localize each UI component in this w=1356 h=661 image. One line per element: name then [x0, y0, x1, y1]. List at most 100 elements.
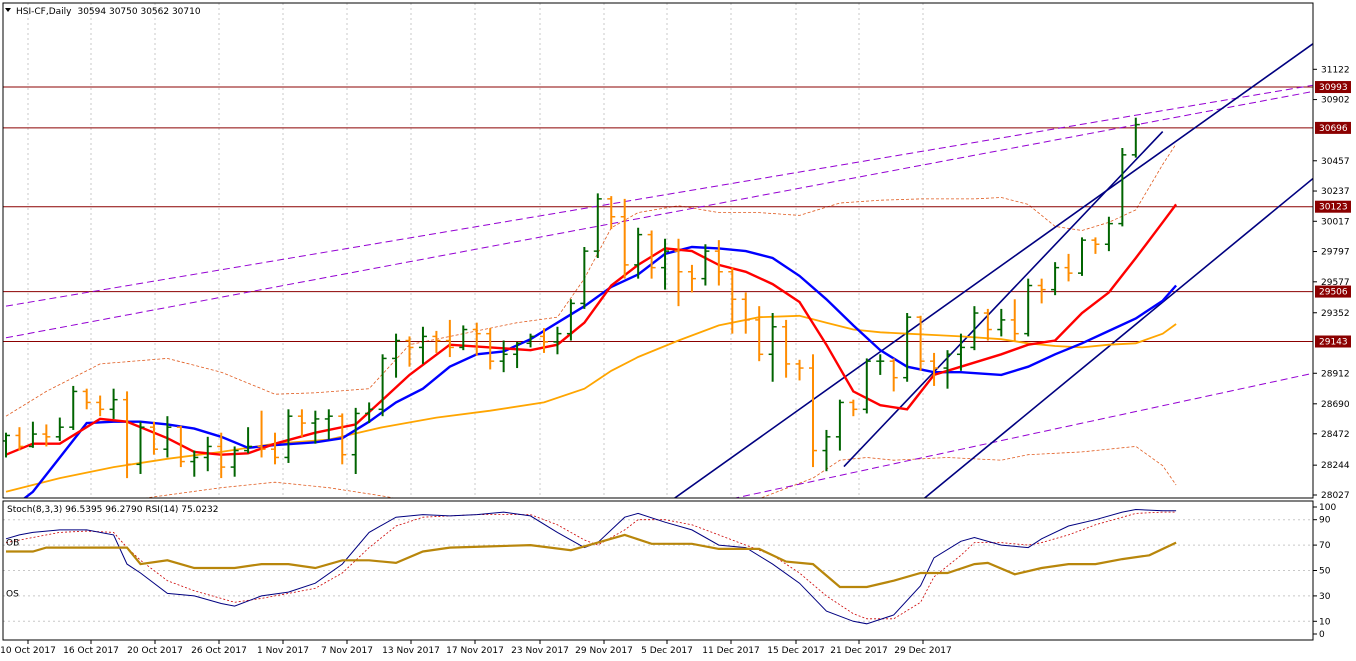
x-tick-label: 10 Oct 2017 — [0, 646, 56, 656]
ohlc-bar — [271, 432, 279, 465]
ohlc-bar — [983, 308, 992, 341]
ohlc-bar — [1078, 237, 1086, 276]
stoch-signal-line — [5, 511, 1177, 620]
ohlc-bar — [876, 354, 885, 375]
ohlc-bar — [472, 322, 481, 356]
indicator-y-tick-label: 10 — [1319, 617, 1331, 627]
ohlc-bar — [405, 336, 414, 367]
ohlc-bar — [862, 358, 871, 414]
ohlc-bar — [782, 319, 791, 378]
indicator-y-tick-label: 100 — [1319, 503, 1336, 513]
level-tag — [1315, 285, 1351, 298]
ohlc-bar — [123, 391, 132, 479]
x-tick-label: 11 Dec 2017 — [702, 646, 760, 656]
horizontal-levels — [3, 86, 1313, 343]
rsi-line — [6, 533, 1177, 589]
x-tick-label: 23 Nov 2017 — [511, 646, 569, 656]
y-tick-label: 30457 — [1321, 157, 1350, 167]
time-axis[interactable]: 10 Oct 2017 16 Oct 2017 20 Oct 2017 26 Oct … — [0, 640, 952, 656]
ohlc-bar — [526, 333, 535, 348]
ohlc-bar — [1091, 237, 1100, 254]
x-tick-label: 26 Oct 2017 — [191, 646, 247, 656]
ohlc-bar — [755, 306, 764, 362]
ohlc-bar — [459, 325, 468, 351]
ohlc-bar — [997, 308, 1006, 337]
ohlc-bar — [930, 352, 939, 386]
trend-line — [5, 84, 1313, 307]
overbought-label: OB — [6, 539, 19, 549]
ohlc-bar — [728, 267, 737, 334]
level-tag — [1315, 81, 1351, 94]
ohlc-bar — [311, 410, 320, 444]
chevron-down-icon[interactable] — [5, 8, 11, 12]
symbol-header: HSI-CF,Daily 30594 30750 30562 30710 — [16, 7, 201, 17]
ohlc-bar — [338, 413, 347, 465]
ohlc-bar — [15, 427, 24, 451]
channel-line — [843, 131, 1164, 468]
y-tick-label: 28244 — [1321, 461, 1350, 471]
indicator-title: Stoch(8,3,3) 96.5395 96.2790 RSI(14) 75.… — [7, 505, 219, 515]
ohlc-bar — [714, 240, 723, 286]
x-tick-label: 5 Dec 2017 — [641, 646, 693, 656]
ohlc-bar — [889, 358, 898, 392]
indicator-y-tick-label: 70 — [1319, 541, 1331, 551]
ohlc-bar — [1010, 299, 1019, 341]
ohlc-bar — [55, 417, 64, 441]
ohlc-bar — [163, 416, 172, 458]
ohlc-bar — [365, 402, 374, 424]
y-tick-label: 28027 — [1321, 491, 1350, 501]
ohlc-bar — [1064, 253, 1073, 282]
trend-line — [733, 372, 1313, 498]
ohlc-bar — [69, 385, 78, 430]
ohlc-bar — [647, 230, 656, 279]
band-lower-line — [142, 445, 1177, 498]
level-tag-label: 29506 — [1319, 288, 1348, 298]
ohlc-bar — [324, 409, 333, 440]
ohlc-bar — [795, 359, 804, 381]
level-tag-label: 30993 — [1319, 83, 1348, 93]
level-tag-label: 29143 — [1319, 338, 1348, 348]
ohlc-bar — [943, 350, 952, 389]
ohlc-bar — [916, 315, 925, 371]
indicator-y-tick-label: 50 — [1319, 567, 1331, 577]
price-axis[interactable]: 31122 30902 30457 30237 30017 29797 29577 29352… — [1313, 65, 1351, 640]
y-tick-label: 29577 — [1321, 278, 1350, 288]
x-tick-label: 21 Dec 2017 — [830, 646, 888, 656]
trend-channel-lines — [5, 42, 1313, 498]
ohlc-bar — [284, 409, 293, 463]
ohlc-bar — [297, 409, 306, 437]
ohlc-bar — [3, 432, 10, 458]
x-tick-label: 29 Nov 2017 — [575, 646, 633, 656]
ohlc-bar — [190, 450, 199, 477]
channel-line — [923, 177, 1313, 498]
x-tick-label: 29 Dec 2017 — [894, 646, 952, 656]
ohlc-bar — [28, 421, 37, 448]
ohlc-bar — [1104, 216, 1113, 252]
x-tick-label: 15 Dec 2017 — [767, 646, 825, 656]
ohlc-bar — [1024, 278, 1033, 337]
ohlc-bar — [661, 238, 670, 290]
ohlc-bar — [620, 198, 629, 279]
ohlc-bar — [217, 432, 226, 479]
oversold-label: OS — [6, 589, 19, 599]
ohlc-bar — [1051, 262, 1060, 296]
ohlc-bar — [513, 341, 522, 369]
ohlc-bar — [109, 388, 118, 419]
ohlc-bar — [540, 328, 548, 353]
ohlc-bar — [42, 424, 51, 447]
ohlc-bar — [1131, 117, 1140, 158]
price-bars — [3, 117, 1140, 479]
y-tick-label: 31122 — [1321, 65, 1350, 75]
ohlc-bar — [634, 227, 643, 279]
ohlc-bar — [849, 399, 858, 417]
ohlc-bar — [432, 330, 441, 353]
stoch-main-line — [5, 508, 1177, 625]
ohlc-bar — [96, 395, 105, 417]
main-panel-frame — [2, 2, 1314, 499]
ohlc-bar — [822, 429, 831, 472]
x-tick-label: 1 Nov 2017 — [257, 646, 309, 656]
x-tick-label: 16 Oct 2017 — [63, 646, 119, 656]
ma-slow-line — [5, 314, 1177, 493]
grid-lines — [27, 3, 924, 498]
